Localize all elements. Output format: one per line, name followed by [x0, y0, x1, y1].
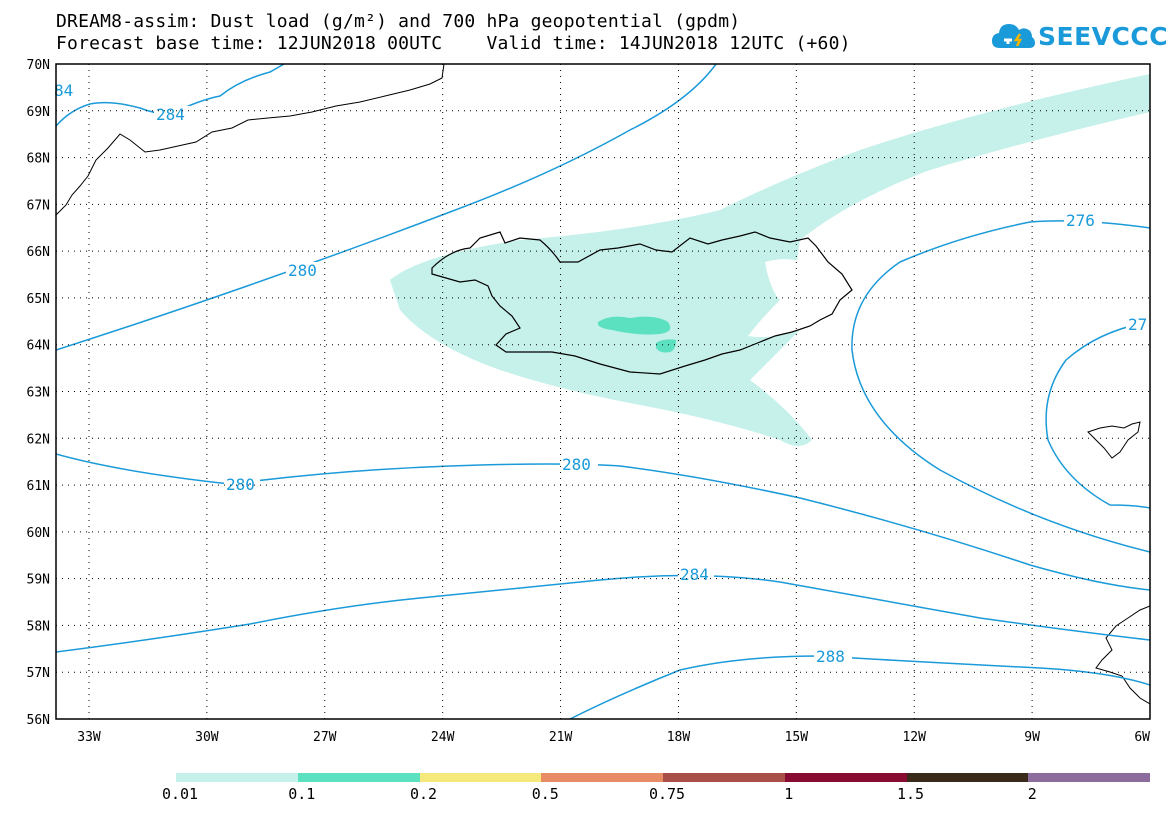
cloud-icon — [992, 24, 1035, 48]
lon-label: 15W — [785, 730, 809, 745]
map-grid — [56, 64, 1150, 719]
colorbar-label: 2 — [1027, 785, 1037, 803]
lat-label: 56N — [27, 713, 50, 728]
contour-label: 280 — [562, 455, 591, 474]
dust-patch-medium — [597, 316, 671, 335]
contour-labels: 84 284 280 276 27 280 280 284 288 — [52, 81, 1150, 666]
colorbar-segment — [176, 773, 298, 782]
lat-label: 65N — [27, 292, 50, 307]
longitude-labels: 33W 30W 27W 24W 21W 18W 15W 12W 9W 6W — [77, 730, 1150, 745]
lon-label: 6W — [1134, 730, 1150, 745]
colorbar-label: 1.5 — [896, 785, 925, 803]
colorbar-label: 0.5 — [531, 785, 559, 803]
colorbar-segment — [663, 773, 785, 782]
lon-label: 12W — [902, 730, 926, 745]
lat-label: 63N — [27, 386, 50, 401]
contour-label: 284 — [680, 565, 709, 584]
colorbar-segment — [1028, 773, 1150, 782]
seevccc-logo: SEEVCCC — [990, 18, 1170, 58]
contour-line — [56, 453, 1150, 591]
contour-line — [1045, 321, 1150, 509]
lat-label: 67N — [27, 198, 50, 213]
contour-line — [851, 220, 1150, 553]
lat-label: 70N — [27, 58, 50, 73]
dust-patch-medium — [656, 339, 676, 353]
lon-label: 21W — [549, 730, 573, 745]
contour-label: 84 — [54, 81, 73, 100]
colorbar-label: 1 — [784, 785, 794, 803]
colorbar-segment — [541, 773, 663, 782]
dust-plume-light — [390, 74, 1150, 446]
colorbar-segment — [419, 773, 542, 782]
contour-line — [56, 574, 1150, 653]
greenland-coastline — [56, 64, 445, 216]
lat-label: 68N — [27, 152, 50, 167]
contour-label: 280 — [288, 261, 317, 280]
colorbar-label: 0.2 — [409, 785, 438, 803]
lat-label: 64N — [27, 339, 50, 354]
contour-label: 276 — [1066, 211, 1095, 230]
contour-line — [569, 655, 1150, 719]
contour-label: 284 — [156, 105, 185, 124]
iceland-coastline — [431, 231, 853, 375]
colorbar-segment — [906, 773, 1029, 782]
colorbar-label: 0.01 — [161, 785, 199, 803]
colorbar-segment — [297, 773, 420, 782]
lon-label: 33W — [77, 730, 101, 745]
contour-label: 27 — [1128, 315, 1147, 334]
faroe-islands — [1087, 421, 1141, 459]
lat-label: 69N — [27, 105, 50, 120]
contour-line — [56, 64, 717, 351]
latitude-labels: 70N 69N 68N 67N 66N 65N 64N 63N 62N 61N 60N 59N 58N 5… — [27, 58, 50, 728]
colorbar-label: 0.1 — [288, 785, 316, 803]
lon-label: 24W — [431, 730, 455, 745]
map-frame — [55, 63, 1151, 720]
map-subtitle: Forecast base time: 12JUN2018 00UTC Vali… — [56, 33, 851, 54]
logo-text: SEEVCCC — [1038, 22, 1169, 51]
lat-label: 57N — [27, 666, 50, 681]
lat-label: 62N — [27, 432, 50, 447]
lat-label: 60N — [27, 526, 50, 541]
contour-label: 280 — [226, 475, 255, 494]
lat-label: 58N — [27, 619, 50, 634]
colorbar — [176, 773, 1150, 782]
lon-label: 30W — [195, 730, 219, 745]
lon-label: 27W — [313, 730, 337, 745]
colorbar-segment — [784, 773, 907, 782]
lat-label: 61N — [27, 479, 50, 494]
lon-label: 18W — [667, 730, 691, 745]
map-title: DREAM8-assim: Dust load (g/m²) and 700 h… — [56, 11, 741, 32]
contour-label: 288 — [816, 647, 845, 666]
scotland-coastline — [1095, 605, 1150, 705]
lon-label: 9W — [1024, 730, 1040, 745]
lat-label: 59N — [27, 573, 50, 588]
lat-label: 66N — [27, 245, 50, 260]
colorbar-label: 0.75 — [648, 785, 686, 803]
